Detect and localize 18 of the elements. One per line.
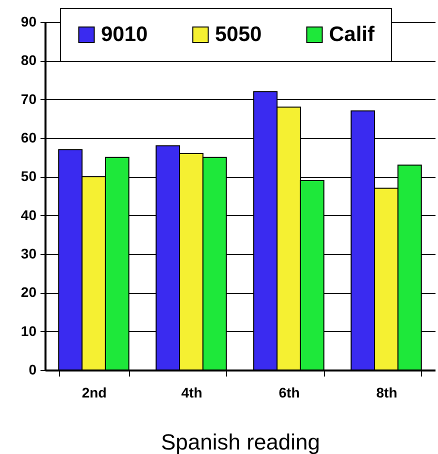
x-axis-title: Spanish reading	[160, 430, 320, 454]
legend-label: 9010	[101, 22, 148, 46]
x-tick-label: 8th	[376, 384, 398, 400]
legend-label: Calif	[329, 22, 376, 46]
y-tick-label: 80	[20, 52, 37, 68]
legend-label: 5050	[215, 22, 262, 46]
y-tick-label: 30	[20, 246, 37, 262]
y-tick-label: 50	[20, 168, 37, 184]
y-tick-label: 0	[28, 362, 37, 378]
y-tick-label: 20	[20, 284, 37, 300]
y-tick-label: 70	[20, 90, 37, 107]
y-tick-label: 10	[20, 322, 37, 339]
y-tick-label: 60	[20, 130, 37, 146]
y-tick-label: 40	[20, 206, 37, 223]
y-tick-label: 90	[20, 14, 37, 30]
x-tick-label: 6th	[278, 384, 300, 400]
x-tick-label: 4th	[181, 384, 202, 400]
x-tick-label: 2nd	[82, 384, 107, 400]
